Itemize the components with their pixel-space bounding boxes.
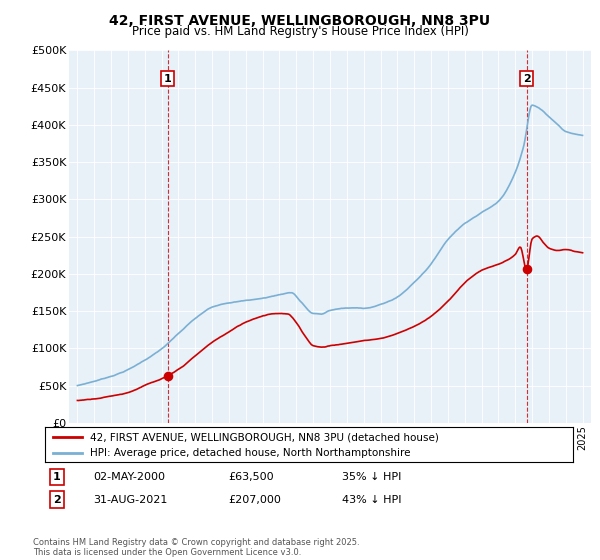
Text: £207,000: £207,000 <box>228 494 281 505</box>
Text: 1: 1 <box>164 74 172 83</box>
Text: 42, FIRST AVENUE, WELLINGBOROUGH, NN8 3PU: 42, FIRST AVENUE, WELLINGBOROUGH, NN8 3P… <box>109 14 491 28</box>
Text: Contains HM Land Registry data © Crown copyright and database right 2025.
This d: Contains HM Land Registry data © Crown c… <box>33 538 359 557</box>
Text: 43% ↓ HPI: 43% ↓ HPI <box>342 494 401 505</box>
Text: 42, FIRST AVENUE, WELLINGBOROUGH, NN8 3PU (detached house): 42, FIRST AVENUE, WELLINGBOROUGH, NN8 3P… <box>90 432 439 442</box>
Text: 2: 2 <box>53 494 61 505</box>
Text: Price paid vs. HM Land Registry's House Price Index (HPI): Price paid vs. HM Land Registry's House … <box>131 25 469 38</box>
Text: 02-MAY-2000: 02-MAY-2000 <box>93 472 165 482</box>
Text: £63,500: £63,500 <box>228 472 274 482</box>
Text: 31-AUG-2021: 31-AUG-2021 <box>93 494 167 505</box>
Text: 2: 2 <box>523 74 530 83</box>
Text: HPI: Average price, detached house, North Northamptonshire: HPI: Average price, detached house, Nort… <box>90 449 410 458</box>
Point <box>163 371 172 380</box>
Text: 1: 1 <box>53 472 61 482</box>
Point <box>522 264 532 273</box>
Text: 35% ↓ HPI: 35% ↓ HPI <box>342 472 401 482</box>
